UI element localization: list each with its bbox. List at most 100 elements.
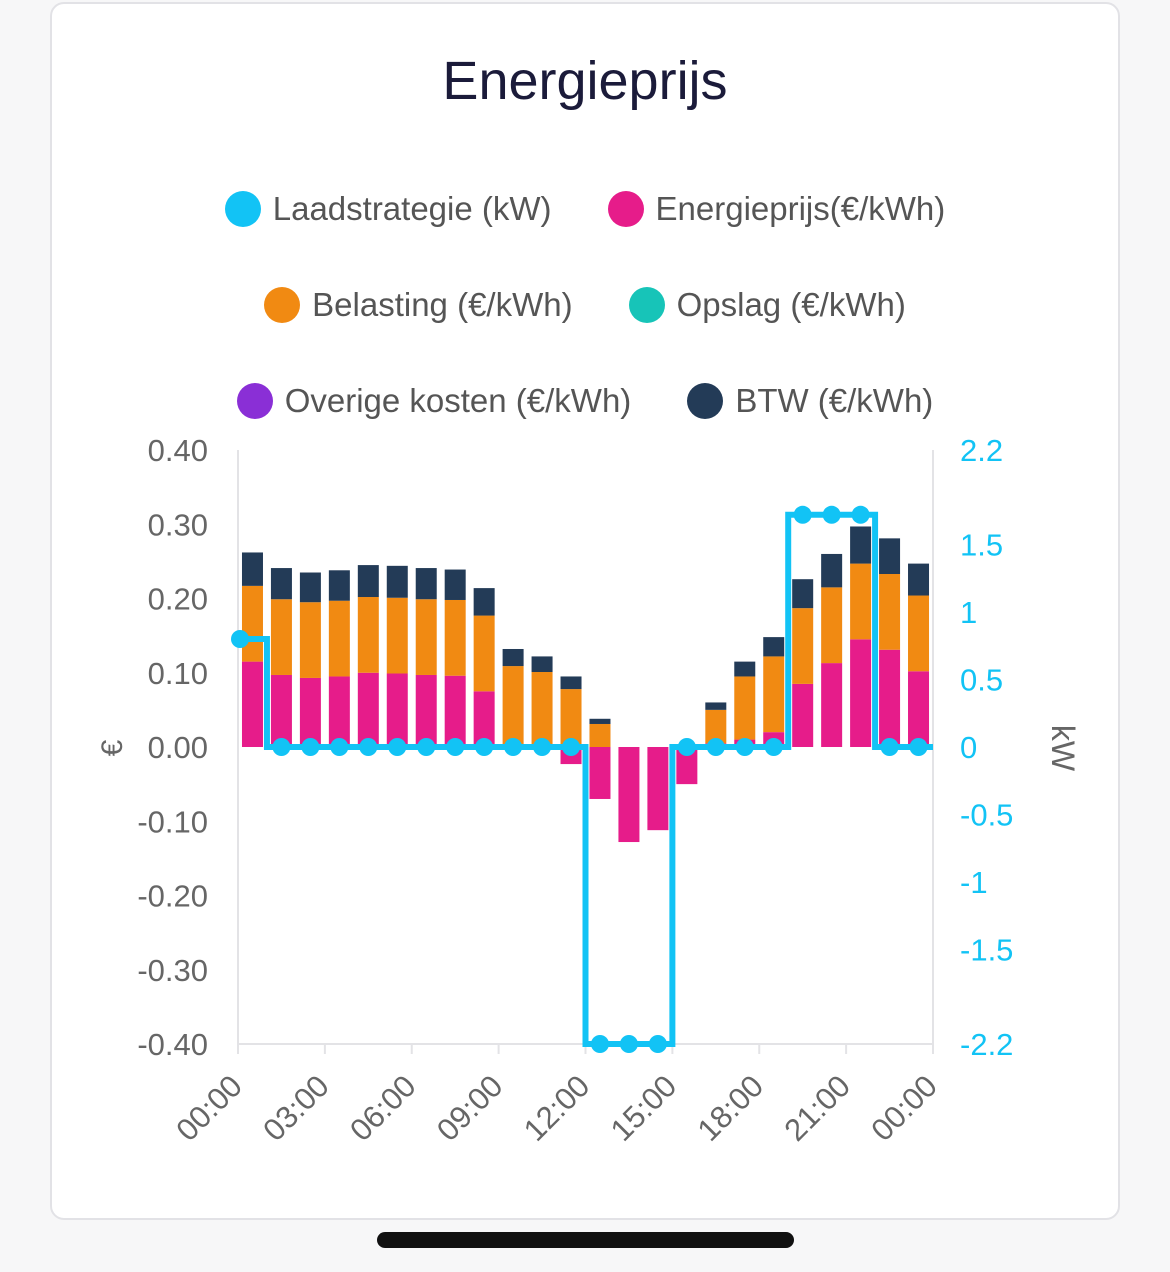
bar-segment [792, 579, 814, 609]
bar-segment [879, 649, 901, 747]
bar-segment [850, 526, 872, 564]
bar-segment [386, 597, 408, 674]
bar-segment [357, 565, 379, 598]
bar-segment [328, 676, 350, 747]
bar-segment [415, 568, 437, 600]
bar-segment [705, 709, 727, 744]
laadstrategie-point [562, 738, 581, 756]
legend-label: BTW (€/kWh) [735, 382, 934, 419]
bar-segment [531, 656, 553, 673]
legend-item-laadstrategie[interactable]: Laadstrategie (kW) [224, 190, 552, 228]
chart-title: Energieprijs [442, 51, 728, 111]
bar-segment [821, 587, 843, 664]
y-tick-label: -0.40 [137, 1027, 208, 1062]
y-tick-label: 0.30 [148, 507, 208, 542]
bar-segment [850, 563, 872, 640]
legend-row-1: Laadstrategie (kW) Energieprijs(€/kWh) [0, 190, 1170, 228]
laadstrategie-point [851, 505, 870, 524]
laadstrategie-point [388, 738, 407, 756]
bar-segment [908, 671, 930, 747]
legend-dot-laadstrategie [224, 191, 261, 227]
bar-segment [444, 675, 466, 747]
laadstrategie-point [301, 738, 320, 756]
bar-segment [589, 718, 611, 724]
bar-segment [531, 672, 553, 745]
y2-tick-label: -2.2 [960, 1027, 1013, 1062]
bar-segment [763, 637, 785, 657]
legend-item-belasting[interactable]: Belasting (€/kWh) [264, 286, 573, 324]
home-indicator[interactable] [377, 1232, 794, 1248]
legend-label: Opslag (€/kWh) [676, 286, 906, 323]
laadstrategie-point [446, 738, 465, 756]
laadstrategie-point [822, 505, 841, 524]
legend-dot-opslag [628, 287, 665, 323]
laadstrategie-point [880, 738, 899, 756]
y2-tick-label: 1 [960, 595, 977, 630]
bar-segment [386, 565, 408, 598]
y-tick-label: 0.00 [148, 730, 208, 765]
laadstrategie-point [619, 1035, 638, 1053]
bar-segment [763, 656, 785, 733]
laadstrategie-point [735, 738, 754, 756]
x-tick-label: 09:00 [430, 1068, 510, 1148]
bar-segment [821, 663, 843, 747]
laadstrategie-point [677, 738, 696, 756]
bar-segment [473, 691, 495, 747]
bar-segment [879, 573, 901, 650]
y2-tick-label: 0.5 [960, 663, 1003, 698]
legend-item-energieprijs[interactable]: Energieprijs(€/kWh) [607, 190, 945, 228]
laadstrategie-point [533, 738, 552, 756]
bar-segment [299, 677, 321, 747]
laadstrategie-point [648, 1035, 667, 1053]
bar-segment [850, 639, 872, 747]
y-tick-label: -0.10 [137, 804, 208, 839]
y-tick-label: 0.20 [148, 582, 208, 617]
bar-segment [821, 553, 843, 588]
y-tick-label: -0.30 [137, 953, 208, 988]
laadstrategie-point [231, 630, 249, 648]
bar-segment [415, 674, 437, 747]
bar-segment [734, 676, 756, 740]
laadstrategie-point [706, 738, 725, 756]
x-tick-label: 18:00 [691, 1068, 771, 1148]
laadstrategie-point [417, 738, 436, 756]
laadstrategie-point [764, 738, 783, 756]
y2-tick-label: -0.5 [960, 798, 1013, 833]
legend-item-overige-kosten[interactable]: Overige kosten (€/kWh) [236, 382, 632, 420]
laadstrategie-point [504, 738, 523, 756]
bar-segment [415, 599, 437, 675]
bar-segment [299, 572, 321, 603]
bar-segment [676, 747, 698, 785]
bar-segment [328, 570, 350, 601]
legend-item-opslag[interactable]: Opslag (€/kWh) [628, 286, 906, 324]
bar-segment [357, 672, 379, 747]
bar-segment [357, 597, 379, 673]
bar-segment [502, 666, 524, 746]
y2-tick-label: 0 [960, 730, 977, 765]
bar-segment [647, 747, 669, 831]
legend-item-btw[interactable]: BTW (€/kWh) [687, 382, 933, 420]
bar-segment [705, 702, 727, 710]
legend-row-2: Belasting (€/kWh) Opslag (€/kWh) [0, 286, 1170, 324]
y2-tick-label: 1.5 [960, 528, 1003, 563]
legend-label: Overige kosten (€/kWh) [284, 382, 632, 419]
bar-segment [560, 689, 582, 747]
bar-segment [386, 673, 408, 747]
y-axis-label: € [96, 739, 129, 756]
y2-tick-label: -1.5 [960, 933, 1013, 968]
bar-segment [473, 615, 495, 692]
bar-segment [502, 648, 524, 667]
laadstrategie-point [909, 738, 928, 756]
y2-tick-label: -1 [960, 865, 988, 900]
legend-dot-btw [687, 383, 724, 419]
bar-segment [444, 569, 466, 600]
y-tick-label: 0.10 [148, 656, 208, 691]
laadstrategie-point [590, 1035, 609, 1053]
bar-segment [792, 683, 814, 747]
legend-row-3: Overige kosten (€/kWh) BTW (€/kWh) [0, 382, 1170, 420]
bar-segment [618, 747, 640, 843]
bar-segment [241, 585, 263, 662]
bar-segment [241, 552, 263, 586]
bar-segment [792, 608, 814, 684]
x-tick-label: 06:00 [343, 1068, 423, 1148]
